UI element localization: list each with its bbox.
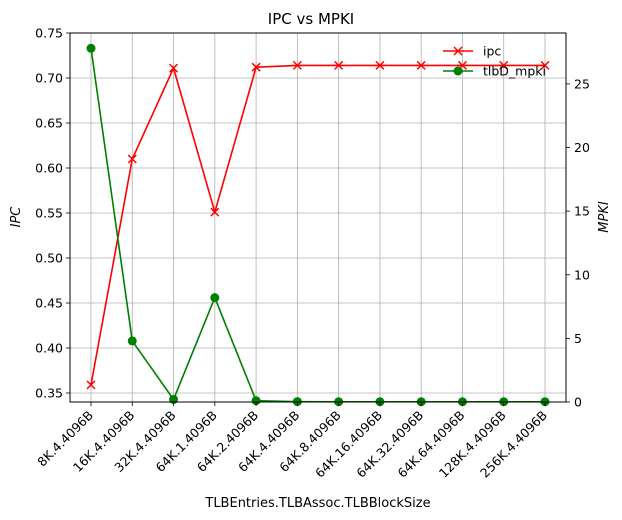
left-axis: 0.35 0.40 0.45 0.50 0.55 0.60 0.65 0.70 0.75: [35, 26, 70, 401]
left-y-tick-label: 0.65: [35, 116, 63, 131]
legend: ipc tlbD_mpki: [443, 44, 546, 79]
right-y-tick-label: 20: [574, 140, 590, 155]
data-point: [251, 62, 261, 72]
marker-stroke: [334, 60, 344, 70]
right-y-tick-label: 10: [574, 267, 590, 282]
data-point: [86, 380, 96, 390]
data-point: [540, 60, 550, 70]
plot-frame: [69, 32, 567, 403]
data-point: [210, 207, 220, 217]
marker-stroke: [127, 154, 137, 164]
legend-item: tlbD_mpki: [443, 64, 546, 79]
left-y-tick-label: 0.50: [35, 251, 63, 266]
data-point: [86, 43, 96, 53]
legend-label: ipc: [483, 44, 501, 59]
x-axis-label: TLBEntries.TLBAssoc.TLBBlockSize: [204, 496, 430, 511]
series-ipc: [86, 60, 550, 390]
series-line: [90, 64, 545, 386]
marker-stroke: [86, 380, 96, 390]
grid-lines: [70, 32, 566, 402]
data-point: [375, 60, 385, 70]
left-y-tick-label: 0.60: [35, 161, 63, 176]
marker-stroke: [453, 46, 463, 56]
left-y-tick-label: 0.35: [35, 386, 63, 401]
data-point: [210, 293, 220, 303]
marker-stroke: [416, 60, 426, 70]
legend-label: tlbD_mpki: [483, 64, 546, 79]
data-point: [416, 60, 426, 70]
data-point: [334, 60, 344, 70]
left-y-tick-label: 0.55: [35, 206, 63, 221]
right-y-tick-label: 5: [574, 331, 582, 346]
marker-stroke: [210, 207, 220, 217]
data-point: [499, 60, 509, 70]
marker-stroke: [169, 63, 179, 73]
left-y-tick-label: 0.40: [35, 341, 63, 356]
marker-stroke: [251, 62, 261, 72]
series-tlbD_mpki: [86, 43, 550, 407]
right-axis-label: MPKI: [597, 201, 612, 233]
left-y-tick-label: 0.70: [35, 71, 63, 86]
data-point: [169, 63, 179, 73]
marker-stroke: [499, 60, 509, 70]
marker-stroke: [292, 60, 302, 70]
data-point: [453, 46, 463, 56]
chart-title: IPC vs MPKI: [268, 10, 354, 28]
data-point: [453, 66, 463, 76]
right-y-tick-label: 15: [574, 204, 590, 219]
series-layer: [86, 43, 550, 407]
right-axis: 0 5 10 15 20 25: [566, 76, 590, 410]
data-point: [127, 336, 137, 346]
data-point: [292, 60, 302, 70]
legend-item: ipc: [443, 44, 501, 59]
marker-stroke: [375, 60, 385, 70]
data-point: [251, 396, 261, 406]
right-y-tick-label: 25: [574, 76, 590, 91]
left-axis-label: IPC: [9, 206, 24, 228]
x-axis: 8K.4.4096B16K.4.4096B32K.4.4096B64K.1.40…: [34, 402, 550, 481]
left-y-tick-label: 0.45: [35, 296, 63, 311]
marker-stroke: [540, 60, 550, 70]
left-y-tick-label: 0.75: [35, 26, 63, 41]
data-point: [127, 154, 137, 164]
right-y-tick-label: 0: [574, 395, 582, 410]
